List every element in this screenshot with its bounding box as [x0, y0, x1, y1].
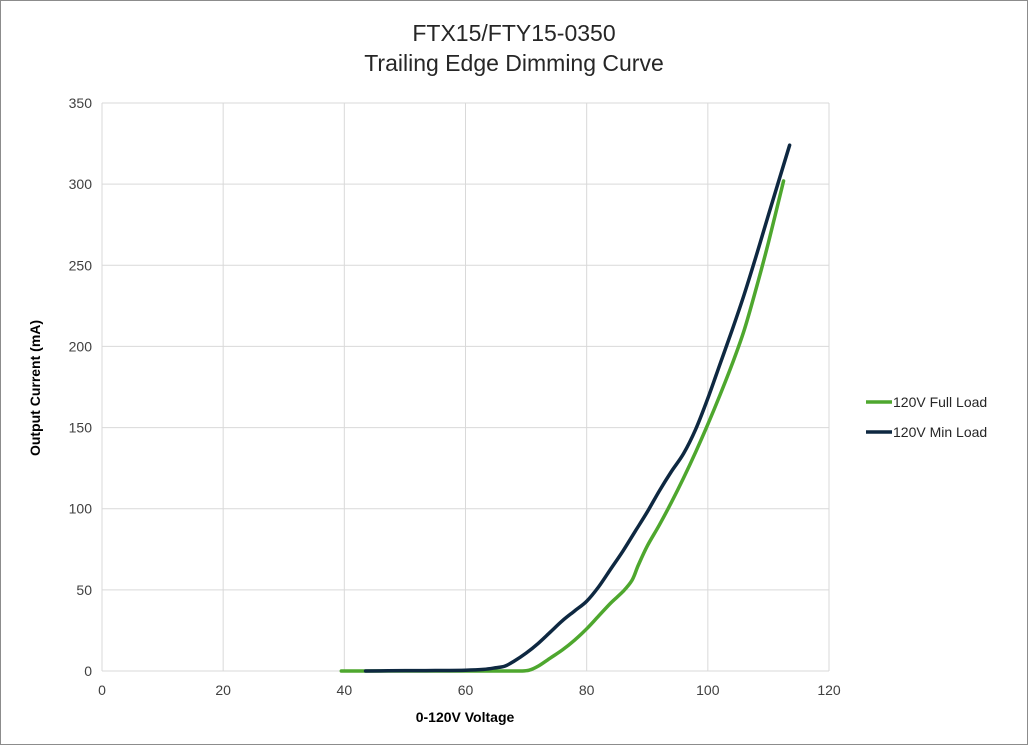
x-tick-label: 80 [579, 682, 595, 698]
series-line-full-load [339, 179, 786, 673]
chart-subtitle: Trailing Edge Dimming Curve [364, 50, 664, 76]
x-tick-label: 120 [817, 682, 841, 698]
legend-label: 120V Full Load [893, 394, 987, 410]
y-tick-label: 0 [84, 663, 92, 679]
series-line-min-load [363, 143, 792, 673]
y-tick-label: 50 [76, 582, 92, 598]
x-tick-label: 100 [696, 682, 720, 698]
y-tick-label: 150 [69, 420, 93, 436]
series-lines [339, 143, 792, 673]
grid-lines [101, 102, 830, 672]
x-axis-title: 0-120V Voltage [416, 709, 515, 725]
legend: 120V Full Load 120V Min Load [866, 394, 987, 440]
y-tick-label: 250 [69, 257, 93, 273]
chart-title-block: FTX15/FTY15-0350 Trailing Edge Dimming C… [0, 18, 1028, 78]
y-tick-label: 300 [69, 176, 93, 192]
chart-title: FTX15/FTY15-0350 [412, 20, 616, 46]
y-tick-label: 200 [69, 338, 93, 354]
x-tick-label: 20 [215, 682, 231, 698]
x-tick-label: 40 [337, 682, 353, 698]
tick-labels: 0 50 100 150 200 250 300 350 0 20 40 60 80 100 120 [69, 95, 841, 698]
y-axis-title: Output Current (mA) [27, 320, 43, 456]
x-tick-label: 60 [458, 682, 474, 698]
y-tick-label: 100 [69, 501, 93, 517]
legend-label: 120V Min Load [893, 424, 987, 440]
y-tick-label: 350 [69, 95, 93, 111]
x-tick-label: 0 [98, 682, 106, 698]
